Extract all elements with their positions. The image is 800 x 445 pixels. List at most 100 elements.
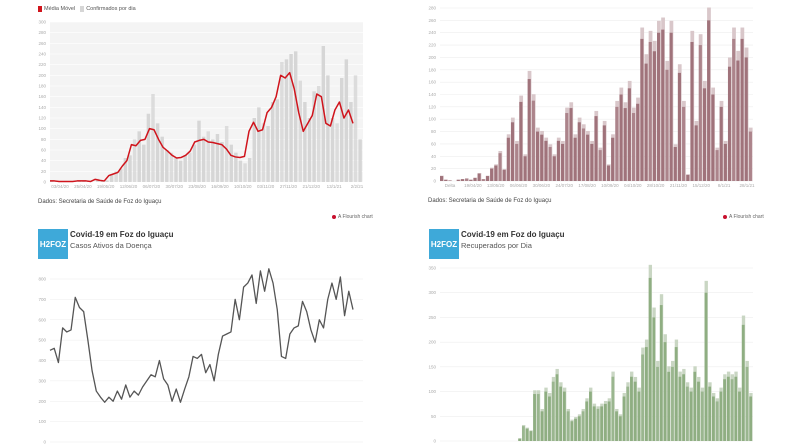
x-tick-label: 04/10/20 xyxy=(624,183,642,188)
bar xyxy=(533,394,536,441)
legend-moving-average[interactable]: Média Móvel xyxy=(44,6,76,12)
bar xyxy=(303,102,307,182)
bar xyxy=(574,418,577,441)
bar xyxy=(640,38,644,182)
bar xyxy=(652,317,656,441)
bar xyxy=(600,406,604,441)
y-tick-label: 300 xyxy=(428,290,436,295)
y-tick-label: 240 xyxy=(428,30,436,35)
bar xyxy=(712,396,715,441)
bar xyxy=(137,131,141,182)
y-tick-label: 500 xyxy=(38,338,46,343)
bar xyxy=(326,75,330,182)
y-tick-label: 280 xyxy=(38,30,46,35)
y-tick-label: 160 xyxy=(38,94,46,99)
bar xyxy=(510,122,515,181)
bar xyxy=(581,128,586,181)
bar xyxy=(353,75,358,182)
x-tick-label: 03/04/20 xyxy=(51,184,69,189)
bar xyxy=(559,386,563,441)
x-tick-label: 23/08/20 xyxy=(188,184,206,189)
bar xyxy=(697,381,700,441)
y-tick-label: 300 xyxy=(38,378,46,383)
flourish-link-chart2[interactable]: A Flourish chart xyxy=(723,214,764,220)
bar xyxy=(611,137,615,181)
bar xyxy=(631,113,636,181)
x-tick-label: 12/06/20 xyxy=(120,184,138,189)
bar xyxy=(206,131,210,182)
legend-confirmed[interactable]: Confirmados por dia xyxy=(86,6,136,12)
x-tick-label: 19/04/20 xyxy=(464,183,482,188)
x-tick-label: 06/06/20 xyxy=(510,183,528,188)
bar xyxy=(444,179,448,181)
y-tick-label: 200 xyxy=(428,340,436,345)
chart3-title: Covid-19 em Foz do Iguaçu xyxy=(70,230,174,239)
chart4-subtitle: Recuperados por Dia xyxy=(461,241,532,250)
flourish-link-chart1[interactable]: A Flourish chart xyxy=(332,214,373,220)
bar xyxy=(637,391,641,441)
x-tick-label: 06/07/20 xyxy=(143,184,161,189)
bar xyxy=(293,51,298,183)
bar xyxy=(215,134,220,182)
bar xyxy=(119,168,123,182)
y-tick-label: 200 xyxy=(38,73,46,78)
bar xyxy=(521,426,525,441)
y-tick-label: 80 xyxy=(431,129,437,134)
y-tick-label: 0 xyxy=(43,180,46,185)
y-tick-label: 250 xyxy=(428,315,436,320)
bar xyxy=(201,136,206,182)
x-tick-label: 21/11/20 xyxy=(670,183,688,188)
bar xyxy=(581,411,585,441)
bar xyxy=(142,144,146,182)
bar xyxy=(358,139,362,182)
x-tick-label: 27/11/20 xyxy=(280,184,298,189)
bar xyxy=(715,401,719,441)
bar xyxy=(577,416,581,441)
source-note-chart1: Dados: Secretaria de Saúde de Foz do Igu… xyxy=(38,199,162,205)
bar xyxy=(494,165,498,181)
bar xyxy=(711,94,715,181)
bar xyxy=(603,403,607,441)
bar xyxy=(566,411,570,441)
x-tick-label: 16/09/20 xyxy=(211,184,229,189)
y-tick-label: 200 xyxy=(428,55,436,60)
bar xyxy=(183,155,187,182)
x-tick-label: 28/1/21 xyxy=(739,183,755,188)
x-tick-label: 03/11/20 xyxy=(257,184,275,189)
chart3-subtitle: Casos Ativos da Doença xyxy=(70,241,152,250)
bar xyxy=(749,396,753,441)
bar xyxy=(707,20,711,181)
bar xyxy=(561,143,565,181)
bar xyxy=(192,144,197,182)
y-tick-label: 280 xyxy=(428,6,436,11)
bar xyxy=(641,354,645,441)
bar xyxy=(598,150,602,181)
y-tick-label: 400 xyxy=(38,358,46,363)
y-tick-label: 80 xyxy=(41,137,47,142)
bar xyxy=(552,156,556,181)
legend-swatch-confirmed xyxy=(80,6,85,12)
bar xyxy=(312,91,316,182)
bar xyxy=(238,160,243,182)
y-tick-label: 300 xyxy=(38,20,46,25)
bar xyxy=(736,60,740,182)
bar xyxy=(548,396,551,441)
bar xyxy=(671,366,674,441)
x-tick-label: 15/12/20 xyxy=(693,183,711,188)
bar xyxy=(586,134,590,181)
h2foz-logo: H2FOZ xyxy=(429,229,459,259)
bar xyxy=(527,79,531,181)
bar xyxy=(100,180,105,182)
bar xyxy=(535,131,540,181)
bar xyxy=(448,180,452,181)
bar xyxy=(619,94,623,181)
bar xyxy=(669,32,673,181)
bar xyxy=(165,150,169,182)
bar xyxy=(644,347,648,441)
x-tick-label: 13/1/21 xyxy=(327,184,343,189)
bar xyxy=(460,179,464,181)
bar xyxy=(544,391,548,441)
y-tick-label: 700 xyxy=(38,297,46,302)
bar xyxy=(270,102,275,182)
bar xyxy=(659,305,663,441)
